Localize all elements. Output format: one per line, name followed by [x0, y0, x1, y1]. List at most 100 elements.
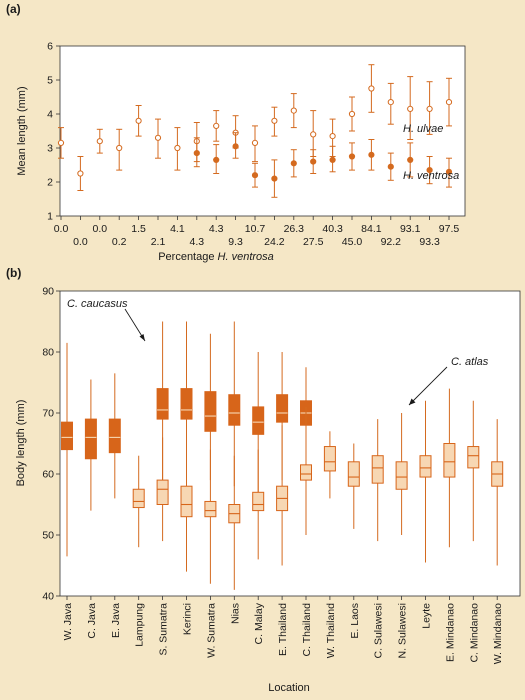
x-tick-label: 93.1 [400, 223, 421, 235]
point-h-ventrosa [193, 150, 200, 157]
box-c-atlas [204, 500, 217, 518]
y-tick-label: 3 [47, 143, 53, 155]
panel-b-y-axis-title: Body length (mm) [15, 400, 27, 487]
x-tick-label: 0.0 [92, 223, 107, 235]
box-c-atlas [156, 479, 169, 506]
point-h-ventrosa [445, 168, 453, 175]
y-tick-label: 6 [47, 41, 53, 53]
x-tick-label: W. Sumatra [205, 603, 217, 658]
x-tick-label: 0.2 [112, 236, 127, 248]
x-tick-label: Kerinci [182, 603, 194, 635]
annotation-arrow-c-atlas [408, 366, 448, 406]
annotation-arrowhead-c-atlas [409, 398, 416, 405]
point-h-ulvae [213, 122, 220, 130]
point-h-ulvae [154, 134, 162, 141]
x-tick-label: 45.0 [342, 236, 363, 248]
x-tick-label: 97.5 [439, 223, 460, 235]
x-tick-label: 1.5 [131, 223, 146, 235]
panel-a-plot-area [59, 45, 466, 217]
box-c-caucasus [156, 388, 169, 420]
point-h-ventrosa [426, 167, 433, 174]
panel-a-points [57, 64, 453, 198]
x-tick-label: N. Sulawesi [397, 603, 409, 658]
box-c-caucasus [84, 418, 97, 460]
point-h-ventrosa [271, 175, 278, 182]
box-c-atlas [347, 461, 360, 487]
x-tick-label: Lampung [134, 603, 146, 647]
y-tick-label: 40 [42, 591, 54, 603]
x-tick-label: W. Thailand [325, 603, 337, 658]
panel-b-x-axis: W. Java C. Java E. Java Lampung S. Sumatra Ke… [62, 596, 504, 664]
point-h-ventrosa [348, 153, 356, 160]
point-h-ulvae [290, 107, 297, 114]
x-tick-label: Nias [229, 603, 241, 624]
panel-a-x-axis-title-species: H. ventrosa [218, 251, 274, 263]
point-h-ulvae [135, 117, 142, 124]
annotation-c-atlas: C. atlas [451, 356, 489, 368]
point-h-ventrosa [387, 163, 394, 170]
y-tick-label: 50 [42, 530, 54, 542]
point-h-ventrosa [290, 160, 297, 167]
box-c-atlas [443, 443, 456, 478]
x-tick-label: C. Java [86, 603, 98, 639]
y-tick-label: 60 [42, 469, 54, 481]
x-tick-label: 10.7 [245, 223, 266, 235]
panel-b: (b) 40 50 60 70 80 90 W. Java C. Java E. Java La… [6, 266, 521, 694]
x-tick-label: 93.3 [419, 236, 440, 248]
point-h-ventrosa [232, 143, 239, 150]
point-h-ulvae [96, 138, 103, 145]
box-c-atlas [180, 485, 193, 518]
x-tick-label: 0.0 [54, 223, 69, 235]
point-h-ulvae [348, 110, 356, 118]
x-tick-label: W. Mindanao [492, 603, 504, 664]
box-c-caucasus [252, 406, 265, 435]
panel-b-x-axis-title: Location [268, 682, 310, 694]
x-tick-label: 26.3 [284, 223, 305, 235]
box-c-atlas [467, 446, 480, 469]
series-label-h-ventrosa: H. ventrosa [403, 170, 459, 182]
box-c-caucasus [204, 391, 217, 432]
box-c-atlas [395, 461, 408, 490]
box-c-atlas [300, 464, 312, 481]
box-c-atlas [371, 455, 384, 484]
point-h-ulvae [174, 144, 181, 152]
box-c-caucasus [61, 421, 73, 451]
point-h-ulvae [407, 105, 414, 113]
point-h-ventrosa [368, 151, 375, 158]
panel-a-y-axis-title: Mean length (mm) [16, 86, 28, 175]
series-label-h-ulvae: H. ulvae [403, 123, 443, 135]
x-tick-label: C. Malay [253, 602, 265, 644]
point-h-ulvae [387, 99, 394, 106]
point-h-ulvae [77, 170, 84, 177]
annotation-c-caucasus: C. caucasus [67, 298, 128, 310]
x-tick-label: 4.1 [170, 223, 185, 235]
x-tick-label: E. Mindanao [444, 603, 456, 662]
point-h-ulvae [368, 85, 375, 92]
point-h-ventrosa [329, 156, 336, 163]
box-c-atlas [252, 491, 265, 512]
x-tick-label: 4.3 [209, 223, 224, 235]
point-h-ulvae [251, 139, 259, 146]
box-c-caucasus [276, 394, 289, 423]
x-tick-label: S. Sumatra [158, 603, 170, 656]
x-tick-label: E. Laos [349, 603, 361, 639]
panel-a-label: (a) [6, 2, 21, 16]
panel-a-x-axis-title: Percentage H. ventrosa [158, 251, 274, 263]
box-c-atlas [419, 455, 432, 478]
panel-a-x-axis-title-prefix: Percentage [158, 251, 217, 263]
point-h-ulvae [116, 144, 123, 152]
x-tick-label: 2.1 [151, 236, 166, 248]
point-h-ulvae [329, 133, 336, 140]
panel-b-y-axis: 40 50 60 70 80 90 [42, 286, 60, 603]
point-h-ventrosa [251, 172, 259, 179]
point-h-ulvae [310, 131, 317, 138]
y-tick-label: 5 [47, 75, 53, 87]
point-h-ulvae [445, 99, 453, 106]
x-tick-label: E. Thailand [277, 603, 289, 656]
point-h-ulvae [271, 117, 278, 124]
y-tick-label: 70 [42, 408, 54, 420]
box-c-caucasus [180, 388, 193, 420]
box-c-atlas [132, 488, 145, 509]
x-tick-label: C. Thailand [301, 603, 313, 657]
